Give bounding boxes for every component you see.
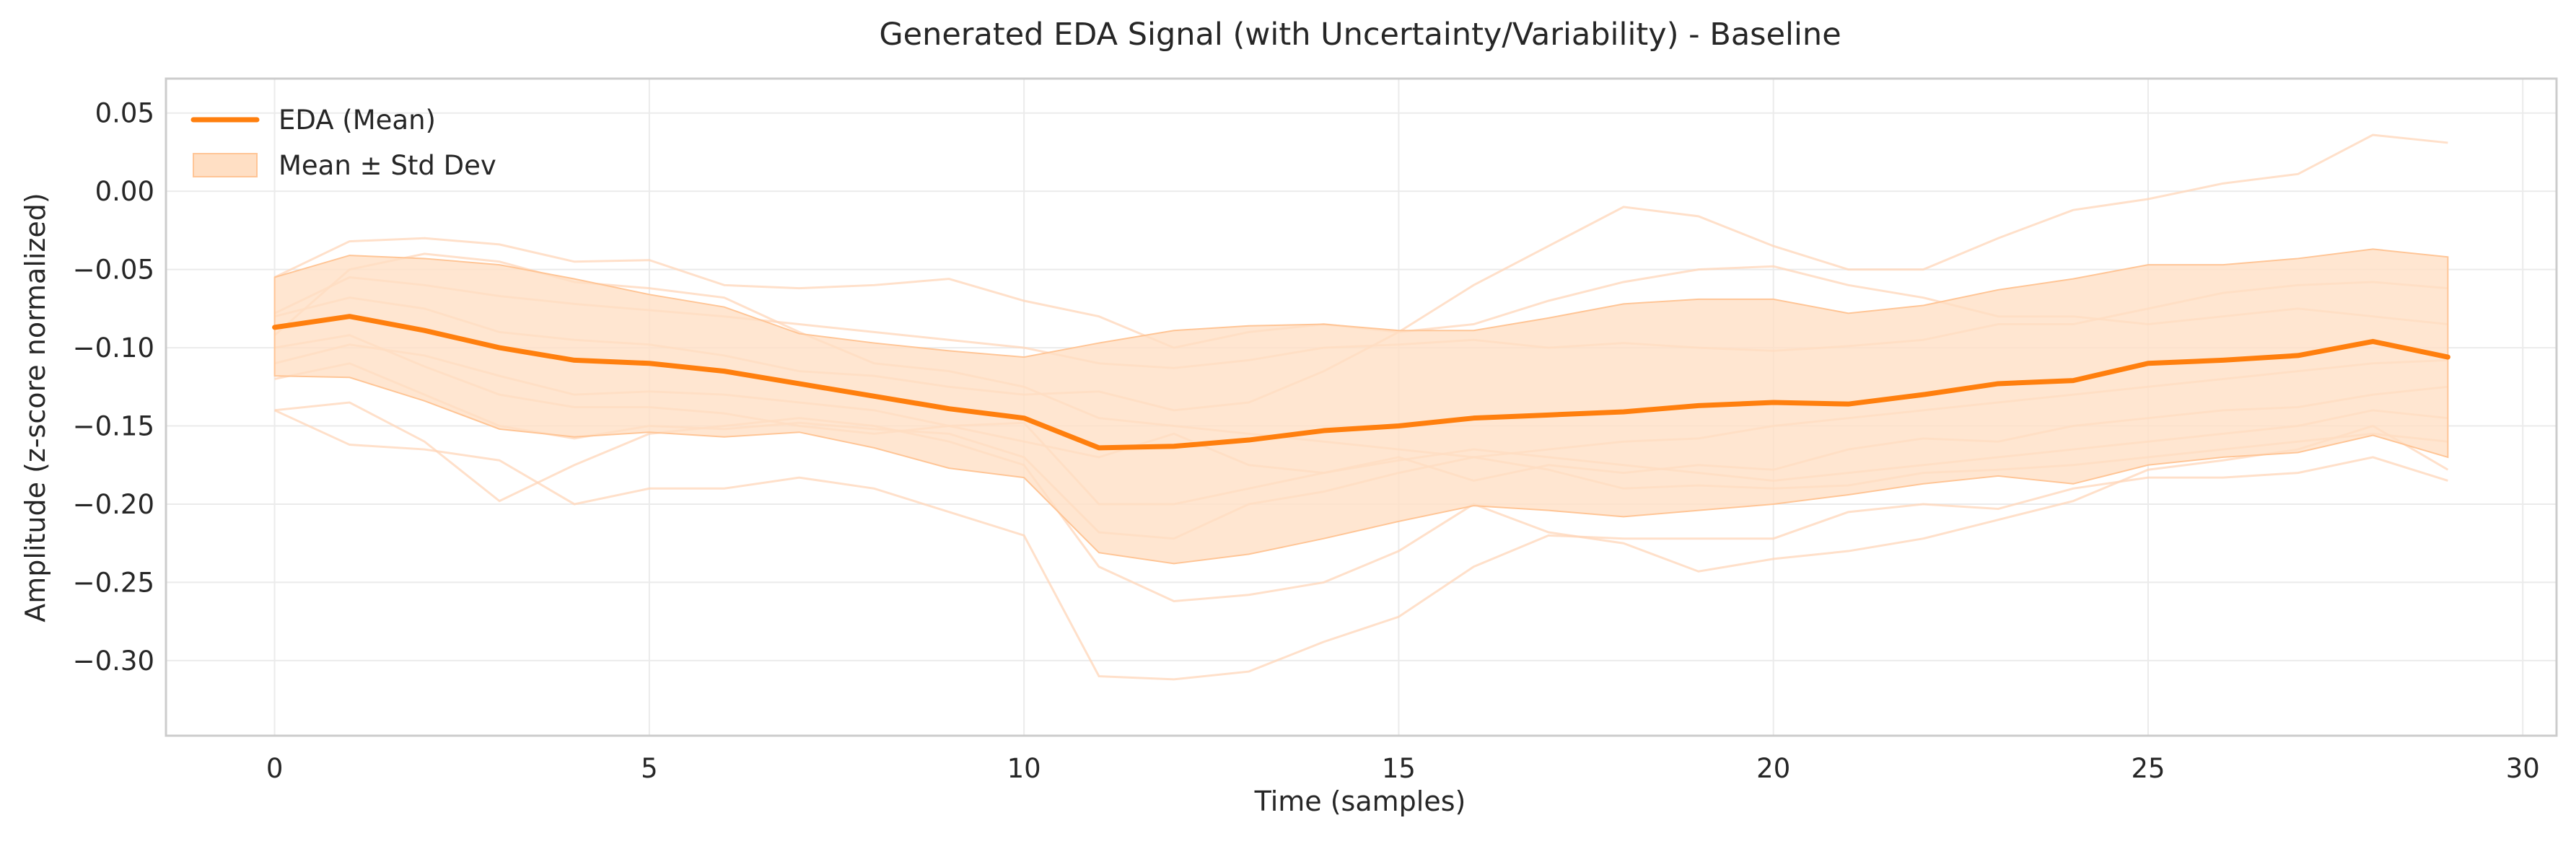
legend-label-band: Mean ± Std Dev (279, 150, 496, 181)
std-dev-band-group (273, 248, 2449, 565)
x-tick-label: 5 (641, 753, 658, 784)
plot-area-frame (165, 77, 2558, 737)
std-dev-band (273, 248, 2449, 565)
y-tick-label: −0.30 (73, 646, 154, 677)
y-tick-label: −0.20 (73, 489, 154, 520)
y-axis-label: Amplitude (z-score normalized) (19, 193, 51, 622)
x-axis-ticks: 0 5 10 15 20 25 30 (266, 753, 2540, 784)
y-tick-label: −0.05 (73, 255, 154, 286)
x-tick-label: 10 (1007, 753, 1041, 784)
x-tick-label: 20 (1756, 753, 1790, 784)
legend-band-swatch (193, 153, 258, 177)
sample-trace-9 (273, 409, 2448, 681)
y-axis-ticks: 0.05 0.00 −0.05 −0.10 −0.15 −0.20 −0.25 −0.30 (73, 98, 154, 677)
x-tick-label: 0 (266, 753, 284, 784)
y-tick-label: 0.05 (95, 98, 154, 129)
legend: EDA (Mean) Mean ± Std Dev (190, 105, 496, 181)
y-tick-label: 0.00 (95, 176, 154, 207)
mean-line-group (272, 314, 2450, 451)
legend-label-mean: EDA (Mean) (279, 105, 436, 136)
chart-title: Generated EDA Signal (with Uncertainty/V… (879, 17, 1841, 53)
sample-trace-8 (274, 401, 2449, 602)
y-tick-label: −0.15 (73, 411, 154, 442)
y-tick-label: −0.10 (73, 333, 154, 364)
x-tick-label: 30 (2506, 753, 2540, 784)
x-tick-label: 15 (1382, 753, 1416, 784)
x-axis-label: Time (samples) (1254, 785, 1466, 817)
y-tick-label: −0.25 (73, 567, 154, 598)
x-tick-label: 25 (2131, 753, 2165, 784)
mean-line (272, 314, 2450, 451)
